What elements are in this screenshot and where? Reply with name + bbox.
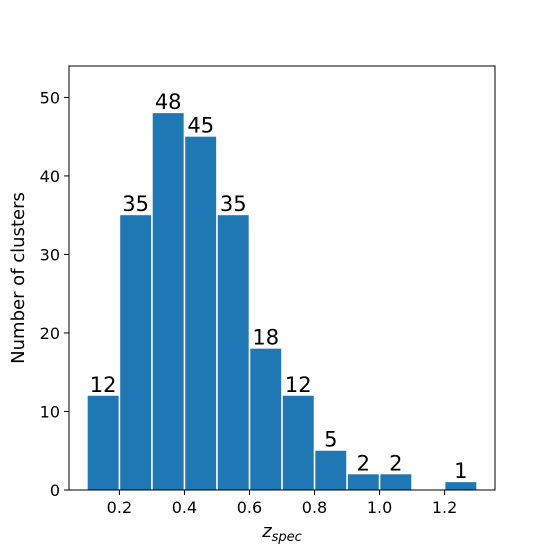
y-tick-label: 30 [40,245,60,264]
histogram-bar-1 [120,215,152,490]
bar-value-label-6: 12 [285,373,312,397]
x-axis-label: zspec [261,521,302,545]
x-tick-label: 1.0 [367,498,392,517]
bar-value-label-4: 35 [220,192,247,216]
histogram-bar-6 [282,395,314,490]
plot-frame [68,65,496,491]
bar-value-label-8: 2 [357,451,370,475]
histogram-bar-11 [445,482,477,490]
histogram-bar-8 [347,474,379,490]
histogram-bar-4 [217,215,249,490]
y-axis-label: Number of clusters [8,192,29,364]
x-tick-label: 0.8 [302,498,327,517]
y-tick-label: 40 [40,167,60,186]
bar-value-label-7: 5 [324,428,337,452]
x-tick-label: 0.2 [107,498,132,517]
histogram-bar-9 [380,474,412,490]
y-tick-label: 50 [40,88,60,107]
y-tick-label: 20 [40,324,60,343]
x-axis-ticks: 0.2 0.4 0.6 0.8 1.0 1.2 [107,490,457,517]
histogram-bar-2 [152,113,184,490]
x-tick-label: 0.6 [237,498,262,517]
y-tick-label: 10 [40,402,60,421]
bar-value-label-2: 48 [155,90,182,114]
bar-value-label-3: 45 [187,114,214,138]
bar-value-label-5: 18 [252,326,279,350]
x-tick-label: 1.2 [432,498,457,517]
histogram-bar-0 [87,395,119,490]
bar-value-label-9: 2 [389,451,402,475]
bar-value-label-1: 35 [122,192,149,216]
bar-value-label-0: 12 [90,373,117,397]
histogram-bar-3 [185,136,217,490]
histogram-bar-5 [250,348,282,490]
y-axis-ticks: 0 10 20 30 40 50 [40,88,69,500]
bar-value-label-11: 1 [454,459,467,483]
x-tick-label: 0.4 [172,498,197,517]
y-tick-label: 0 [50,481,60,500]
bars-group [87,113,477,490]
histogram-bar-7 [315,450,347,490]
